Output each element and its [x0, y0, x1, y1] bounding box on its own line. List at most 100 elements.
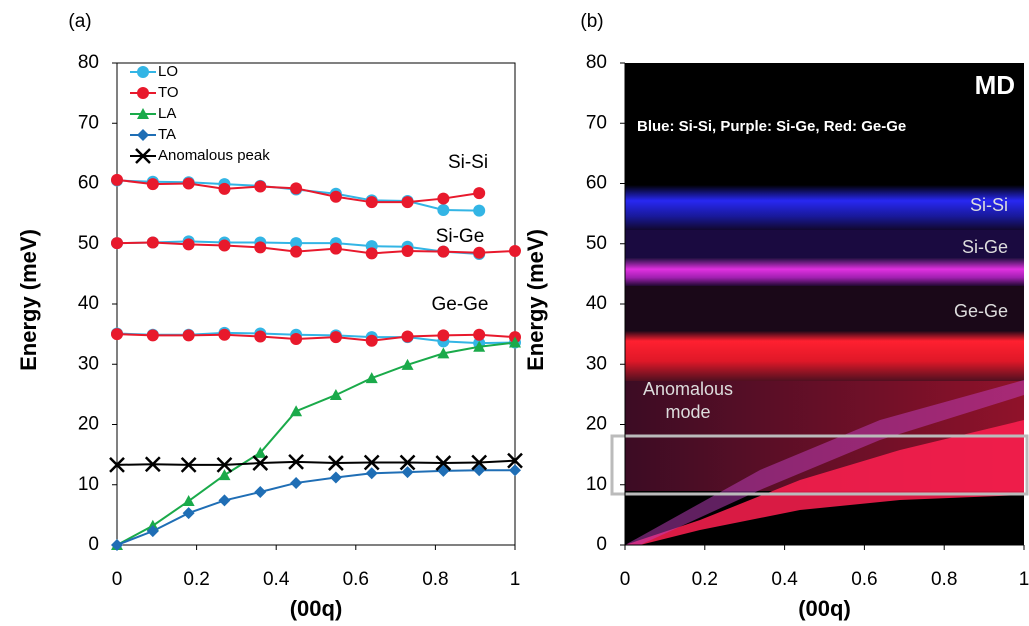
marker [399, 454, 416, 471]
marker [509, 464, 521, 477]
marker [290, 476, 303, 489]
series-line [116, 469, 515, 546]
marker [473, 204, 486, 217]
marker [401, 196, 414, 209]
marker [290, 237, 303, 250]
marker [473, 246, 486, 259]
legend-label: LA [158, 105, 176, 122]
marker [328, 455, 344, 471]
x-tick-label: 0.8 [931, 569, 957, 590]
marker [401, 358, 414, 370]
marker [254, 241, 267, 254]
marker [329, 190, 342, 203]
y-tick-label: 10 [586, 474, 607, 495]
x-tick-label: 0.6 [343, 569, 369, 590]
marker [180, 456, 197, 473]
legend-marker [135, 148, 151, 164]
marker [365, 372, 378, 384]
y-tick-label: 40 [586, 293, 607, 314]
marker [401, 244, 414, 257]
annotation: Si-Si [448, 152, 488, 173]
marker [254, 446, 267, 458]
highlight-box [610, 434, 1029, 496]
marker [218, 239, 231, 252]
marker [437, 245, 450, 258]
panel-label: (a) [68, 11, 91, 32]
marker [329, 388, 342, 400]
annotation: Si-Ge [962, 237, 1008, 257]
series-line [116, 459, 516, 466]
y-tick-label: 80 [78, 52, 99, 73]
marker [437, 464, 450, 477]
series-line [116, 341, 516, 546]
marker [329, 242, 342, 255]
marker [509, 336, 521, 348]
legend-marker [137, 129, 149, 141]
marker [144, 456, 161, 473]
x-tick-label: 0.4 [263, 569, 290, 590]
marker [182, 238, 195, 251]
marker [290, 182, 303, 195]
marker [365, 196, 378, 209]
marker [365, 467, 378, 480]
marker [290, 405, 303, 417]
marker [111, 237, 123, 250]
y-tick-label: 0 [88, 534, 99, 555]
marker [146, 525, 159, 538]
y-tick-label: 30 [78, 353, 99, 374]
marker [254, 485, 267, 498]
y-tick-label: 50 [78, 233, 99, 254]
marker [473, 187, 486, 200]
marker [401, 330, 414, 343]
heatmap-image [625, 63, 1024, 545]
y-axis-title: Energy (meV) [16, 229, 41, 371]
marker [288, 453, 304, 470]
marker [365, 334, 378, 347]
x-tick-label: 1 [1019, 569, 1029, 590]
y-tick-label: 20 [586, 414, 607, 435]
marker [182, 507, 195, 520]
y-tick-label: 70 [586, 112, 607, 133]
y-tick-label: 30 [586, 353, 607, 374]
legend-marker [137, 87, 149, 99]
marker [329, 471, 342, 484]
legend-marker [137, 108, 149, 119]
x-tick-label: 0.4 [771, 569, 798, 590]
marker [254, 180, 267, 193]
y-tick-label: 80 [586, 52, 607, 73]
marker [146, 178, 159, 191]
marker [473, 464, 486, 477]
marker [473, 340, 486, 352]
y-tick-label: 70 [78, 112, 99, 133]
marker [363, 454, 380, 471]
marker [507, 452, 523, 469]
marker [437, 192, 450, 205]
y-tick-label: 60 [78, 173, 99, 194]
marker [435, 455, 452, 471]
marker [473, 328, 486, 341]
marker [437, 329, 450, 342]
marker [401, 466, 414, 479]
marker [146, 329, 159, 342]
x-tick-label: 0.6 [851, 569, 877, 590]
marker [111, 173, 123, 186]
legend-marker [137, 66, 149, 78]
y-tick-label: 40 [78, 293, 99, 314]
legend-label: Anomalous peak [158, 147, 270, 164]
marker [437, 347, 450, 359]
marker [111, 539, 123, 551]
x-tick-label: 0.8 [422, 569, 448, 590]
marker [329, 331, 342, 344]
marker [182, 329, 195, 342]
annotation: Anomalous [643, 379, 733, 399]
marker [216, 456, 233, 473]
marker [109, 456, 125, 473]
annotation: Si-Si [970, 195, 1008, 215]
chart-title: MD [975, 70, 1015, 100]
legend-label: TO [158, 84, 179, 101]
marker [218, 328, 231, 341]
x-tick-label: 0.2 [183, 569, 209, 590]
marker [146, 236, 159, 249]
annotation: Si-Ge [436, 226, 485, 247]
